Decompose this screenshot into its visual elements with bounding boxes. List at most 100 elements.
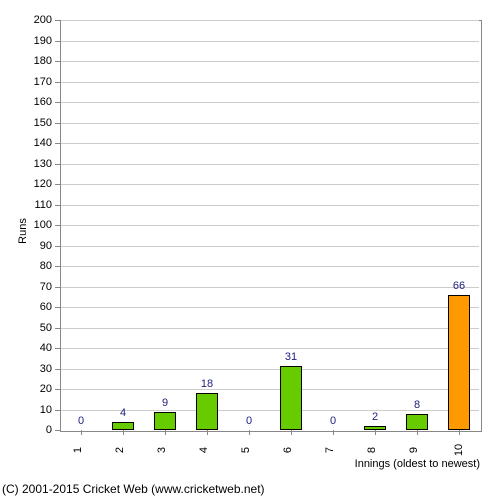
gridline — [61, 389, 479, 390]
gridline — [61, 246, 479, 247]
y-tick-mark — [55, 225, 60, 226]
gridline — [61, 307, 479, 308]
y-tick-mark — [55, 307, 60, 308]
gridline — [61, 328, 479, 329]
y-tick-label: 60 — [0, 301, 52, 313]
x-tick-label: 5 — [240, 447, 252, 453]
y-tick-label: 90 — [0, 240, 52, 252]
gridline — [61, 348, 479, 349]
gridline — [61, 205, 479, 206]
y-tick-mark — [55, 348, 60, 349]
y-tick-label: 120 — [0, 178, 52, 190]
y-tick-label: 130 — [0, 158, 52, 170]
gridline — [61, 102, 479, 103]
y-tick-mark — [55, 369, 60, 370]
y-tick-mark — [55, 20, 60, 21]
copyright-text: (C) 2001-2015 Cricket Web (www.cricketwe… — [2, 482, 265, 496]
y-tick-label: 180 — [0, 55, 52, 67]
y-tick-label: 80 — [0, 260, 52, 272]
y-tick-label: 10 — [0, 404, 52, 416]
bar-value-label: 0 — [246, 415, 252, 427]
x-tick-label: 2 — [114, 447, 126, 453]
y-tick-label: 50 — [0, 322, 52, 334]
y-tick-mark — [55, 205, 60, 206]
bar-value-label: 9 — [162, 397, 168, 409]
y-tick-label: 200 — [0, 14, 52, 26]
y-tick-mark — [55, 389, 60, 390]
y-tick-label: 20 — [0, 383, 52, 395]
y-tick-mark — [55, 430, 60, 431]
x-tick-mark — [375, 430, 376, 435]
bar-value-label: 18 — [201, 378, 213, 390]
y-tick-label: 0 — [0, 424, 52, 436]
y-tick-label: 150 — [0, 117, 52, 129]
y-tick-mark — [55, 287, 60, 288]
gridline — [61, 369, 479, 370]
y-tick-mark — [55, 143, 60, 144]
y-tick-mark — [55, 164, 60, 165]
y-tick-mark — [55, 61, 60, 62]
y-tick-label: 110 — [0, 199, 52, 211]
y-tick-mark — [55, 123, 60, 124]
x-tick-label: 7 — [324, 447, 336, 453]
y-tick-label: 140 — [0, 137, 52, 149]
x-tick-label: 6 — [282, 447, 294, 453]
bar — [196, 393, 218, 430]
x-tick-label: 3 — [156, 447, 168, 453]
gridline — [61, 266, 479, 267]
y-tick-mark — [55, 266, 60, 267]
x-tick-mark — [249, 430, 250, 435]
x-tick-mark — [165, 430, 166, 435]
bar — [154, 412, 176, 430]
bar — [448, 295, 470, 430]
y-tick-mark — [55, 82, 60, 83]
x-tick-mark — [81, 430, 82, 435]
y-tick-mark — [55, 328, 60, 329]
y-tick-mark — [55, 184, 60, 185]
gridline — [61, 61, 479, 62]
bar-value-label: 0 — [330, 415, 336, 427]
x-tick-mark — [333, 430, 334, 435]
x-tick-mark — [123, 430, 124, 435]
x-tick-mark — [207, 430, 208, 435]
y-tick-label: 190 — [0, 35, 52, 47]
bar — [406, 414, 428, 430]
bar — [112, 422, 134, 430]
chart-container: Runs Innings (oldest to newest) (C) 2001… — [0, 0, 500, 500]
x-tick-label: 1 — [72, 447, 84, 453]
gridline — [61, 184, 479, 185]
y-tick-label: 170 — [0, 76, 52, 88]
gridline — [61, 287, 479, 288]
bar-value-label: 0 — [78, 415, 84, 427]
bar-value-label: 2 — [372, 411, 378, 423]
y-tick-label: 40 — [0, 342, 52, 354]
bar — [280, 366, 302, 430]
x-tick-mark — [459, 430, 460, 435]
gridline — [61, 225, 479, 226]
gridline — [61, 41, 479, 42]
x-tick-label: 8 — [366, 447, 378, 453]
y-tick-label: 70 — [0, 281, 52, 293]
bar-value-label: 4 — [120, 407, 126, 419]
gridline — [61, 143, 479, 144]
gridline — [61, 20, 479, 21]
gridline — [61, 164, 479, 165]
y-tick-mark — [55, 410, 60, 411]
gridline — [61, 123, 479, 124]
y-tick-label: 160 — [0, 96, 52, 108]
bar-value-label: 31 — [285, 351, 297, 363]
y-tick-mark — [55, 41, 60, 42]
x-tick-label: 10 — [453, 444, 465, 456]
y-tick-mark — [55, 102, 60, 103]
x-tick-label: 9 — [408, 447, 420, 453]
y-tick-mark — [55, 246, 60, 247]
x-tick-mark — [291, 430, 292, 435]
y-tick-label: 100 — [0, 219, 52, 231]
y-tick-label: 30 — [0, 363, 52, 375]
bar-value-label: 8 — [414, 399, 420, 411]
bar-value-label: 66 — [453, 280, 465, 292]
x-tick-label: 4 — [198, 447, 210, 453]
x-tick-mark — [417, 430, 418, 435]
x-axis-label: Innings (oldest to newest) — [355, 458, 480, 470]
gridline — [61, 82, 479, 83]
